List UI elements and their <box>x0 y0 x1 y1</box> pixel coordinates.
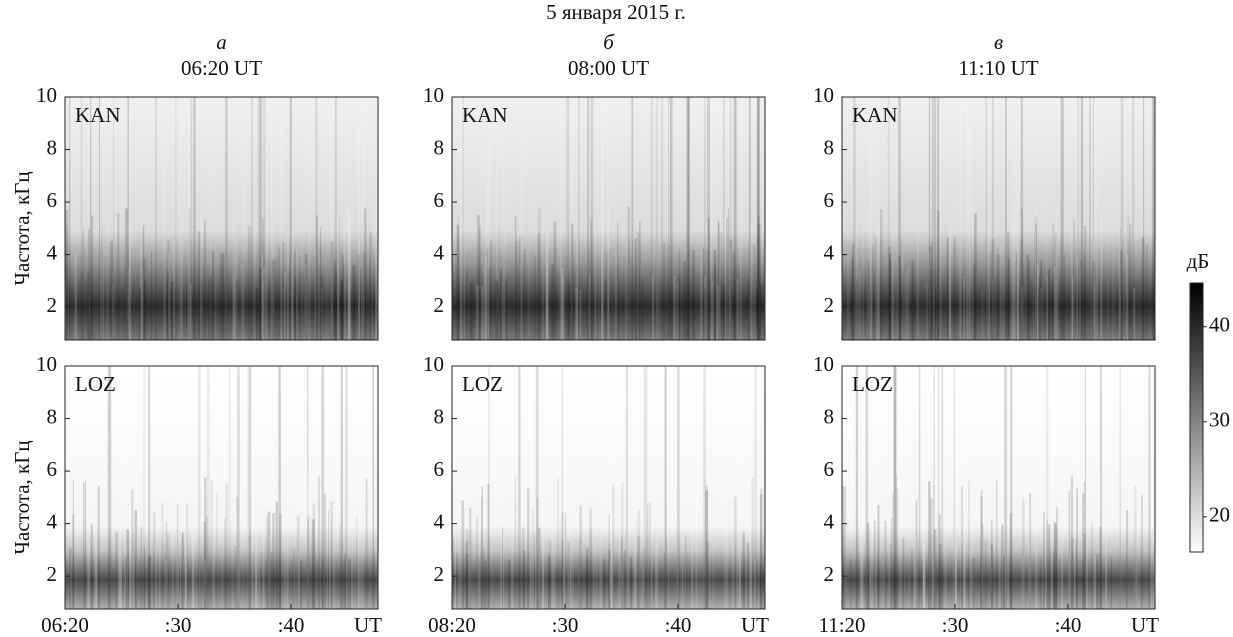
y-axis-label: Частота, кГц <box>10 440 34 554</box>
x-tick-label: :40 <box>665 613 692 637</box>
plot-frame <box>451 365 766 610</box>
plot-frame <box>841 365 1156 610</box>
x-axis-label: UT <box>354 613 382 637</box>
x-tick-label: :30 <box>552 613 579 637</box>
y-tick-label: 8 <box>824 404 835 428</box>
panel-title: 08:00 UT <box>568 56 649 80</box>
colorbar-label: дБ <box>1187 249 1210 273</box>
y-tick-label: 6 <box>434 457 445 481</box>
y-tick-label: 10 <box>423 352 444 376</box>
y-tick-label: 6 <box>824 188 835 212</box>
x-tick-label: :40 <box>1055 613 1082 637</box>
panel-title: 11:10 UT <box>958 56 1038 80</box>
station-label: KAN <box>75 103 121 127</box>
station-label: KAN <box>852 103 898 127</box>
spectrogram-image <box>452 366 765 609</box>
y-tick-label: 4 <box>47 240 58 264</box>
spectrogram-image <box>65 366 378 609</box>
x-tick-label: :30 <box>165 613 192 637</box>
spectrogram-image <box>452 97 765 340</box>
x-tick-label: :40 <box>278 613 305 637</box>
y-tick-label: 4 <box>824 240 835 264</box>
y-axis-label: Частота, кГц <box>10 171 34 285</box>
y-tick-label: 2 <box>434 562 445 586</box>
plot-frame <box>64 96 379 341</box>
y-tick-label: 2 <box>824 293 835 317</box>
x-tick-label: 06:20 <box>41 613 89 637</box>
station-label: LOZ <box>852 372 893 396</box>
y-tick-label: 4 <box>434 240 445 264</box>
y-tick-label: 10 <box>813 352 834 376</box>
y-tick-label: 2 <box>47 562 58 586</box>
station-label: LOZ <box>75 372 116 396</box>
plot-frame <box>451 96 766 341</box>
panel-letter: б <box>603 30 615 54</box>
y-tick-label: 8 <box>434 135 445 159</box>
panel-letter: в <box>994 30 1003 54</box>
panel-letter: а <box>216 30 227 54</box>
plot-frame <box>64 365 379 610</box>
spectrogram-image <box>842 366 1155 609</box>
y-tick-label: 6 <box>824 457 835 481</box>
y-tick-label: 8 <box>824 135 835 159</box>
y-tick-label: 10 <box>36 352 57 376</box>
colorbar-tick-label: 30 <box>1209 408 1230 432</box>
y-tick-label: 6 <box>434 188 445 212</box>
plot-frame <box>841 96 1156 341</box>
x-axis-label: UT <box>741 613 769 637</box>
y-tick-label: 4 <box>824 509 835 533</box>
y-tick-label: 10 <box>36 83 57 107</box>
y-tick-label: 2 <box>434 293 445 317</box>
station-label: LOZ <box>462 372 503 396</box>
y-tick-label: 6 <box>47 457 58 481</box>
x-axis-label: UT <box>1131 613 1159 637</box>
y-tick-label: 6 <box>47 188 58 212</box>
colorbar <box>1189 282 1204 553</box>
y-tick-label: 8 <box>47 404 58 428</box>
spectrogram-image <box>65 97 378 340</box>
y-tick-label: 8 <box>47 135 58 159</box>
y-tick-label: 2 <box>47 293 58 317</box>
spectrogram-image <box>842 97 1155 340</box>
x-tick-label: 08:20 <box>428 613 476 637</box>
y-tick-label: 4 <box>47 509 58 533</box>
figure-title: 5 января 2015 г. <box>546 0 686 24</box>
y-tick-label: 10 <box>423 83 444 107</box>
y-tick-label: 10 <box>813 83 834 107</box>
x-tick-label: :30 <box>942 613 969 637</box>
y-tick-label: 8 <box>434 404 445 428</box>
colorbar-tick-label: 40 <box>1209 313 1230 337</box>
panel-title: 06:20 UT <box>181 56 262 80</box>
colorbar-tick-label: 20 <box>1209 503 1230 527</box>
station-label: KAN <box>462 103 508 127</box>
y-tick-label: 4 <box>434 509 445 533</box>
x-tick-label: 11:20 <box>818 613 865 637</box>
y-tick-label: 2 <box>824 562 835 586</box>
